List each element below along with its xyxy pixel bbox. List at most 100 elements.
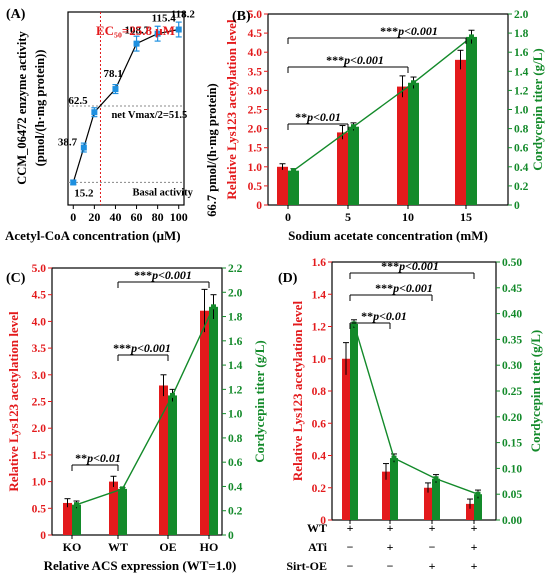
panel-d-cordycepin-line bbox=[353, 323, 479, 495]
panel-c-y2-tick-label: 1.8 bbox=[228, 312, 243, 324]
panel-a-x-tick-label: 80 bbox=[152, 210, 164, 224]
panel-c-y-tick-label: 0.5 bbox=[32, 503, 47, 515]
panel-c-y2-tick-label: 1.0 bbox=[228, 409, 243, 421]
panel-d-bar-acetylation bbox=[342, 358, 350, 520]
panel-b-y-tick-label: 1.5 bbox=[248, 143, 263, 155]
panel-d-sign: + bbox=[387, 521, 394, 535]
panel-b-significance-label: **p<0.01 bbox=[295, 110, 341, 124]
panel-c-y-tick-label: 1.5 bbox=[32, 450, 47, 462]
panel-b-y2-tick-label: 1.2 bbox=[514, 85, 529, 97]
panel-b-significance-label: ***p<0.001 bbox=[326, 53, 384, 67]
panel-d-sign: + bbox=[471, 559, 478, 573]
panel-d-y2-tick-label: 0.30 bbox=[502, 360, 522, 372]
panel-d-y2-tick-label: 0.15 bbox=[502, 438, 522, 450]
panel-d-cordycepin-point bbox=[475, 491, 481, 497]
panel-b-bar-cordycepin bbox=[408, 82, 419, 205]
panel-b-bar-acetylation bbox=[277, 166, 288, 205]
panel-a-point-label: 118.2 bbox=[171, 9, 196, 21]
panel-b-y-tick-label: 3.0 bbox=[248, 85, 263, 97]
panel-c-significance-label: ***p<0.001 bbox=[113, 341, 171, 355]
panel-a-right-label: 66.7 pmol/(h·mg protein) bbox=[205, 83, 219, 216]
panel-b-y2-tick-label: 2.0 bbox=[514, 9, 529, 21]
panel-c-y2-tick-label: 0.8 bbox=[228, 433, 243, 445]
panel-a-x-tick-label: 100 bbox=[170, 210, 188, 224]
panel-c-x-tick-label: WT bbox=[108, 540, 128, 554]
panel-b-bar-acetylation bbox=[397, 86, 408, 205]
panel-d-bar-acetylation bbox=[424, 487, 432, 520]
panel-a-x-axis-label: Acetyl-CoA concentration (μM) bbox=[5, 228, 181, 243]
panel-b-cordycepin-point bbox=[469, 34, 474, 40]
panel-d-bar-acetylation bbox=[382, 471, 390, 520]
panel-b-y-tick-label: 3.5 bbox=[248, 66, 263, 78]
panel-c-y2-tick-label: 1.6 bbox=[228, 336, 243, 348]
panel-c-bar-acetylation bbox=[159, 385, 168, 535]
panel-c-cordycepin-point bbox=[74, 502, 79, 508]
panel-d-bar-cordycepin bbox=[390, 458, 398, 520]
panel-c-y-tick-label: 1.0 bbox=[32, 477, 47, 489]
panel-a-point bbox=[91, 109, 98, 116]
panel-b-y-tick-label: 1.0 bbox=[248, 162, 263, 174]
panel-d-y-tick-label: 0 bbox=[320, 515, 326, 527]
panel-b-y2-tick-label: 0.6 bbox=[514, 143, 529, 155]
panel-b-x-axis-label: Sodium acetate concentration (mM) bbox=[288, 228, 488, 243]
panel-c-y2-tick-label: 1.2 bbox=[228, 384, 243, 396]
panel-a-point bbox=[112, 86, 119, 93]
panel-d-y-tick-label: 1.6 bbox=[312, 257, 327, 269]
panel-a-frame bbox=[67, 11, 185, 206]
panel-d-sign: − bbox=[347, 540, 354, 554]
panel-d-bar-cordycepin bbox=[432, 478, 440, 520]
panel-c-y2-tick-label: 0 bbox=[228, 530, 234, 542]
panel-b-x-tick-label: 15 bbox=[460, 210, 472, 224]
panel-d-y-tick-label: 1.0 bbox=[312, 354, 327, 366]
panel-c-significance-label: **p<0.01 bbox=[75, 451, 121, 465]
panel-a-point-label: 78.1 bbox=[103, 68, 122, 80]
panel-d-bar-cordycepin bbox=[474, 494, 482, 520]
panel-d-y-tick-label: 0.6 bbox=[312, 418, 327, 430]
panel-b-cordycepin-point bbox=[351, 124, 356, 130]
panel-b-cordycepin-point bbox=[411, 80, 416, 86]
panel-d-y2-tick-label: 0.40 bbox=[502, 309, 522, 321]
panel-b-bar-cordycepin bbox=[466, 36, 477, 205]
panel-c-y-tick-label: 4.5 bbox=[32, 290, 47, 302]
panel-c-y-tick-label: 0 bbox=[40, 530, 46, 542]
panel-d-row-label: ATi bbox=[308, 540, 328, 554]
panel-c-frame bbox=[51, 267, 223, 536]
panel-b-x-tick-label: 5 bbox=[345, 210, 351, 224]
panel-c-letter: (C) bbox=[6, 271, 26, 286]
panel-c-y-tick-label: 5.0 bbox=[32, 263, 47, 275]
panel-a-y-axis-label-line2: (pmol/(h·mg protein)) bbox=[33, 50, 47, 167]
panel-b-y-tick-label: 4.0 bbox=[248, 47, 263, 59]
panel-c-bar-cordycepin bbox=[118, 488, 127, 535]
panel-a-ec50-label: EC₅₀=25.8 μM bbox=[96, 23, 175, 38]
panel-d-y-tick-label: 1.4 bbox=[312, 289, 327, 301]
panel-b-bar-acetylation bbox=[337, 132, 348, 205]
panel-b-y2-tick-label: 0 bbox=[514, 200, 520, 212]
panel-c-x-tick-label: OE bbox=[159, 540, 176, 554]
panel-d-row-label: WT bbox=[307, 521, 327, 535]
panel-c-y-tick-label: 2.5 bbox=[32, 397, 47, 409]
panel-b-bar-cordycepin bbox=[288, 170, 299, 205]
panel-d-cordycepin-point bbox=[433, 476, 439, 482]
panel-a-point-label: 15.2 bbox=[74, 187, 94, 199]
panel-d-cordycepin-point bbox=[391, 455, 397, 461]
panel-c-y2-axis-label: Cordycepin titer (g/L) bbox=[252, 340, 267, 463]
panel-b-y-tick-label: 0.5 bbox=[248, 181, 263, 193]
panel-c-y2-tick-label: 2.2 bbox=[228, 263, 243, 275]
panel-c-y-tick-label: 2.0 bbox=[32, 423, 47, 435]
panel-b-y2-tick-label: 1.6 bbox=[514, 47, 529, 59]
panel-d-sign: + bbox=[429, 521, 436, 535]
panel-b-y-axis-label: Relative Lys123 acetylation level bbox=[224, 19, 239, 200]
panel-d-y2-tick-label: 0.10 bbox=[502, 463, 522, 475]
panel-c-y-tick-label: 4.0 bbox=[32, 316, 47, 328]
panel-b-y2-tick-label: 0.8 bbox=[514, 124, 529, 136]
panel-a-halfvmax-label: net Vmax/2=51.5 bbox=[111, 110, 187, 121]
panel-c-cordycepin-point bbox=[170, 392, 175, 398]
panel-c-y2-tick-label: 0.2 bbox=[228, 506, 243, 518]
panel-d-bar-acetylation bbox=[466, 503, 474, 520]
panel-d-y2-tick-label: 0.35 bbox=[502, 334, 522, 346]
panel-c-y2-tick-label: 1.4 bbox=[228, 360, 243, 372]
panel-a-point-label: 108.7 bbox=[125, 25, 150, 37]
panel-d-significance-label: **p<0.01 bbox=[361, 309, 407, 323]
panel-d-y2-tick-label: 0.45 bbox=[502, 283, 522, 295]
